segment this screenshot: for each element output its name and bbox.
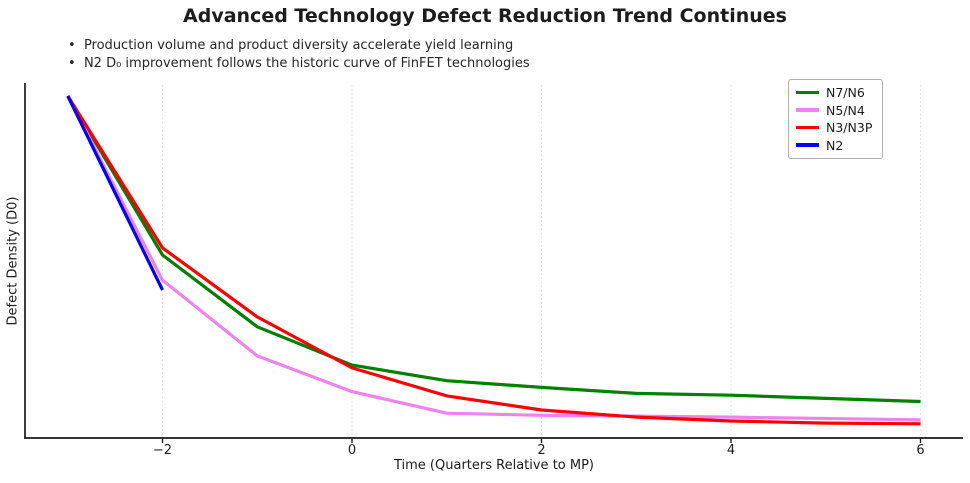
bullet-item: Production volume and product diversity …: [68, 37, 530, 55]
legend-label: N7/N6: [826, 85, 865, 100]
series-line-n7-n6: [66, 95, 921, 404]
legend-item-n3-n3p: N3/N3P: [796, 121, 872, 134]
series-line-n2: [66, 95, 164, 291]
series-line-n5-n4: [66, 95, 921, 422]
x-tick-label: 4: [726, 443, 736, 458]
legend-label: N3/N3P: [826, 120, 873, 135]
y-axis-label: Defect Density (D0): [5, 196, 21, 326]
x-tick-label: −2: [152, 443, 173, 458]
legend-line-swatch: [796, 143, 819, 147]
legend-item-n5-n4: N5/N4: [796, 104, 872, 117]
legend-label: N2: [826, 137, 844, 153]
legend-item-n7-n6: N7/N6: [796, 86, 872, 99]
legend-label: N5/N4: [826, 102, 865, 118]
x-tick-label: 0: [347, 443, 357, 458]
legend-line-swatch: [796, 90, 819, 95]
x-tick-label: 6: [916, 443, 925, 458]
legend-item-n2: N2: [796, 139, 872, 152]
x-tick-label: 2: [537, 443, 546, 458]
legend: N7/N6 N5/N4 N3/N3P N2: [788, 79, 884, 159]
x-axis-label: Time (Quarters Relative to MP): [393, 458, 594, 473]
bullet-item: N2 D₀ improvement follows the historic c…: [68, 55, 530, 73]
chart-title: Advanced Technology Defect Reduction Tre…: [183, 5, 787, 27]
legend-line-swatch: [796, 125, 819, 130]
bullet-list: Production volume and product diversity …: [68, 37, 530, 72]
series-line-n3-n3p: [66, 95, 921, 426]
legend-line-swatch: [796, 108, 819, 112]
